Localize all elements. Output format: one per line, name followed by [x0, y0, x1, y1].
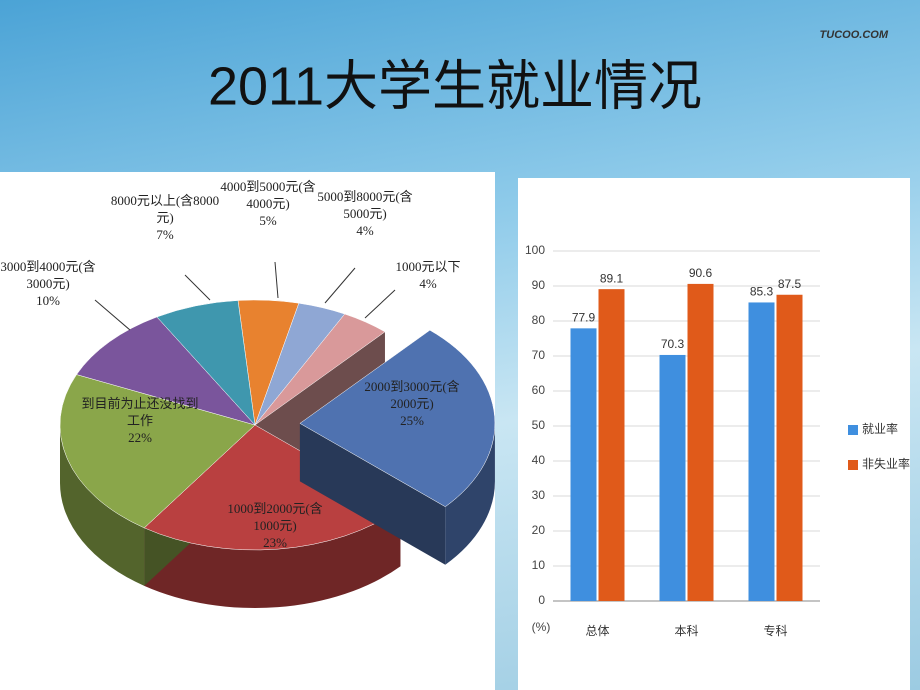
legend-label: 就业率	[862, 421, 898, 436]
leader-line	[324, 267, 356, 304]
pie-value-label: 7%	[156, 227, 174, 242]
y-tick-label: 40	[532, 453, 546, 467]
pie-category-label: 4000到5000元(含4000元)	[220, 179, 316, 211]
pie-label: 8000元以上(含8000元) 7%	[110, 192, 220, 243]
value-label: 70.3	[661, 337, 685, 351]
pie-value-label: 5%	[259, 213, 277, 228]
pie-category-label: 1000到2000元(含1000元)	[227, 501, 323, 533]
leader-line	[184, 274, 211, 301]
bar	[748, 302, 775, 601]
pie-label: 4000到5000元(含4000元) 5%	[218, 178, 318, 229]
y-tick-label: 0	[538, 593, 545, 607]
bar	[598, 289, 625, 601]
bar	[687, 283, 714, 601]
slice-side	[60, 425, 145, 586]
y-tick-label: 100	[525, 243, 545, 257]
leader-lines	[94, 261, 396, 331]
slice	[156, 300, 256, 426]
pie-value-label: 4%	[419, 276, 437, 291]
pie-label: 5000到8000元(含5000元) 4%	[315, 188, 415, 239]
pie-label: 1000到2000元(含1000元) 23%	[220, 500, 330, 551]
slice-side	[144, 508, 401, 608]
x-tick-label: 专科	[763, 623, 787, 638]
pie-category-label: 1000元以下	[395, 259, 461, 274]
slice	[59, 374, 256, 529]
slice	[299, 329, 496, 508]
pie-value-label: 23%	[263, 535, 287, 550]
slice	[76, 316, 256, 426]
legend-swatch	[848, 425, 858, 435]
y-axis-label: (%)	[532, 620, 551, 634]
pie-value-label: 10%	[36, 293, 60, 308]
bar	[776, 294, 803, 601]
value-label: 90.6	[689, 266, 713, 280]
pie-category-label: 8000元以上(含8000元)	[110, 193, 220, 225]
y-tick-label: 60	[532, 383, 546, 397]
pie-value-label: 4%	[356, 223, 374, 238]
y-tick-label: 80	[532, 313, 546, 327]
pie-category-label: 到目前为止还没找到工作	[81, 396, 199, 428]
slide-title: 2011大学生就业情况	[208, 56, 702, 116]
y-tick-label: 10	[532, 558, 546, 572]
pie-category-label: 5000到8000元(含5000元)	[317, 189, 413, 221]
pie-chart	[59, 299, 496, 608]
bar-chart: 0 10 20 30 40 50 60 70 80 90 100 (%) 总体 77.9 89.1 本科 70.…	[525, 243, 910, 638]
y-tick-label: 30	[532, 488, 546, 502]
pie-category-label: 2000到3000元(含2000元)	[364, 379, 460, 411]
x-tick-label: 总体	[585, 624, 609, 638]
leader-line	[94, 299, 131, 331]
pie-category-label: 3000到4000元(含3000元)	[0, 259, 96, 291]
y-tick-label: 70	[532, 348, 546, 362]
x-tick-label: 本科	[674, 624, 698, 638]
slice-side	[445, 423, 495, 565]
legend-label: 非失业率	[862, 456, 910, 471]
slice-face	[299, 423, 446, 565]
logo: TUCOO.COM	[820, 29, 889, 41]
y-tick-label: 50	[532, 418, 546, 432]
y-tick-label: 20	[532, 523, 546, 537]
pie-label: 3000到4000元(含3000元) 10%	[0, 258, 98, 309]
pie-label: 到目前为止还没找到工作 22%	[80, 395, 200, 446]
pie-label: 1000元以下 4%	[388, 258, 468, 292]
value-label: 89.1	[600, 271, 624, 285]
slice	[254, 313, 386, 426]
y-tick-label: 90	[532, 278, 546, 292]
pie-value-label: 25%	[400, 413, 424, 428]
value-label: 85.3	[750, 285, 774, 299]
bar	[659, 354, 686, 601]
leader-line	[364, 289, 396, 319]
leader-line	[274, 261, 279, 299]
value-label: 77.9	[572, 311, 596, 325]
legend-swatch	[848, 460, 858, 470]
bar	[570, 328, 597, 601]
pie-value-label: 22%	[128, 430, 152, 445]
value-label: 87.5	[778, 277, 802, 291]
pie-label: 2000到3000元(含2000元) 25%	[362, 378, 462, 429]
